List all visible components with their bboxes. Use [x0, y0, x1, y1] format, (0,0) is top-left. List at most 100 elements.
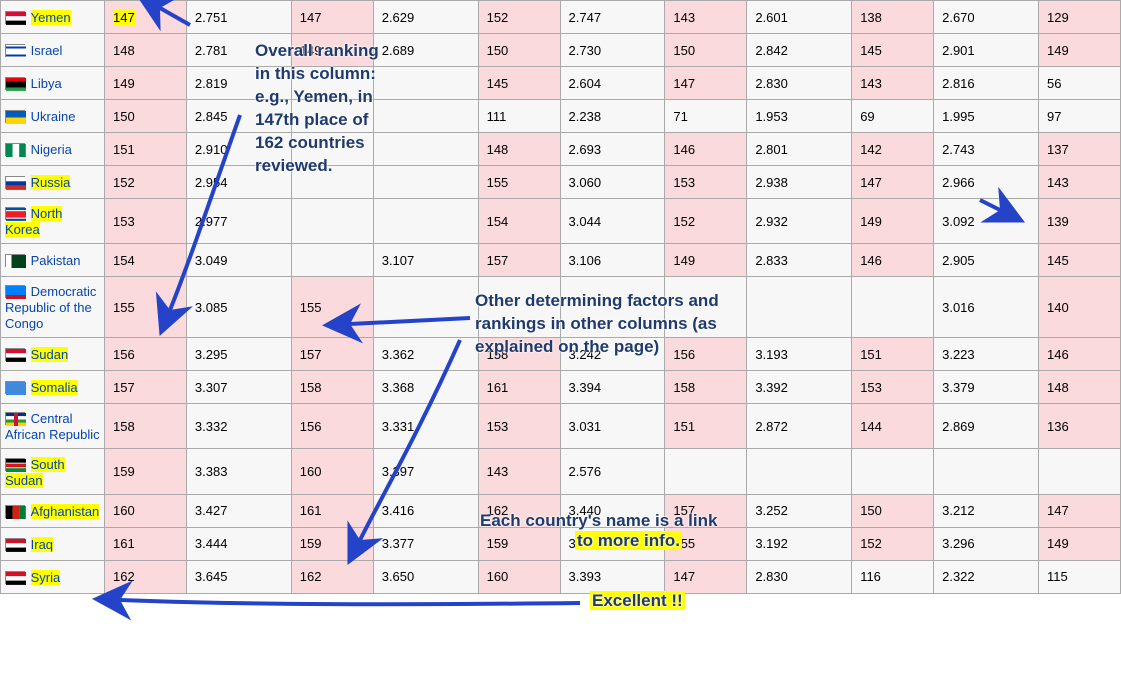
country-link[interactable]: Yemen — [31, 10, 71, 25]
country-cell: Yemen — [1, 1, 105, 34]
cell-value: 2.670 — [942, 10, 975, 25]
data-cell — [291, 166, 373, 199]
cell-value: 2.751 — [195, 10, 228, 25]
data-cell: 3.106 — [560, 244, 665, 277]
cell-value: 2.905 — [942, 253, 975, 268]
cell-value: 155 — [113, 300, 135, 315]
table-row: Central African Republic1583.3321563.331… — [1, 404, 1121, 449]
data-cell: 151 — [665, 404, 747, 449]
country-cell: South Sudan — [1, 449, 105, 494]
data-cell: 3.377 — [373, 527, 478, 560]
country-link[interactable]: Syria — [31, 570, 61, 585]
cell-value: 2.801 — [755, 142, 788, 157]
data-cell: 2.693 — [560, 133, 665, 166]
cell-value: 159 — [487, 536, 509, 551]
cell-value: 97 — [1047, 109, 1061, 124]
data-cell: 159 — [291, 527, 373, 560]
data-cell: 2.833 — [747, 244, 852, 277]
cell-value: 146 — [1047, 347, 1069, 362]
data-cell: 152 — [105, 166, 187, 199]
nigeria-flag-icon — [5, 143, 25, 156]
country-link[interactable]: Ukraine — [31, 109, 76, 124]
cell-value: 3.307 — [195, 380, 228, 395]
country-link[interactable]: Somalia — [31, 380, 78, 395]
cell-value: 136 — [1047, 419, 1069, 434]
country-link[interactable]: Libya — [31, 76, 62, 91]
data-cell: 147 — [852, 166, 934, 199]
data-cell: 157 — [105, 371, 187, 404]
data-cell: 2.238 — [560, 100, 665, 133]
cell-value: 149 — [860, 214, 882, 229]
data-cell: 2.938 — [747, 166, 852, 199]
cell-value: 2.604 — [569, 76, 602, 91]
cell-value: 3.331 — [382, 419, 415, 434]
country-link[interactable]: Afghanistan — [31, 504, 100, 519]
nkorea-flag-icon — [5, 207, 25, 220]
cell-value: 143 — [673, 10, 695, 25]
data-cell: 157 — [665, 494, 747, 527]
cell-value: 162 — [300, 569, 322, 584]
cell-value: 3.379 — [942, 380, 975, 395]
cell-value: 3.085 — [195, 300, 228, 315]
data-cell: 3.379 — [934, 371, 1039, 404]
data-cell: 162 — [478, 494, 560, 527]
yemen-flag-icon — [5, 11, 25, 24]
cell-value: 158 — [113, 419, 135, 434]
data-cell: 69 — [852, 100, 934, 133]
data-cell: 139 — [1038, 199, 1120, 244]
data-cell — [934, 449, 1039, 494]
iraq-flag-icon — [5, 538, 25, 551]
data-cell: 2.845 — [186, 100, 291, 133]
table-row: South Sudan1593.3831603.3971432.576 — [1, 449, 1121, 494]
cell-value: 3.362 — [382, 347, 415, 362]
cell-value: 147 — [1047, 503, 1069, 518]
data-cell — [373, 277, 478, 338]
country-cell: Afghanistan — [1, 494, 105, 527]
country-link[interactable]: Sudan — [31, 347, 69, 362]
country-link[interactable]: Israel — [31, 43, 63, 58]
cell-value: 2.730 — [569, 43, 602, 58]
data-cell: 140 — [1038, 277, 1120, 338]
data-cell: 3.392 — [747, 371, 852, 404]
libya-flag-icon — [5, 77, 25, 90]
country-cell: Somalia — [1, 371, 105, 404]
data-cell — [373, 100, 478, 133]
data-cell: 149 — [1038, 34, 1120, 67]
data-cell: 1.953 — [747, 100, 852, 133]
data-cell: 71 — [665, 100, 747, 133]
cell-value: 151 — [860, 347, 882, 362]
cell-value: 149 — [1047, 43, 1069, 58]
data-cell: 154 — [105, 244, 187, 277]
cell-value: 3.332 — [195, 419, 228, 434]
data-cell: 149 — [1038, 527, 1120, 560]
country-cell: Ukraine — [1, 100, 105, 133]
data-cell: 158 — [105, 404, 187, 449]
data-cell: 136 — [1038, 404, 1120, 449]
country-cell: Pakistan — [1, 244, 105, 277]
country-link[interactable]: Iraq — [31, 537, 53, 552]
cell-value: 2.747 — [569, 10, 602, 25]
cell-value: 159 — [300, 536, 322, 551]
car-flag-icon — [5, 412, 25, 425]
cell-value: 2.872 — [755, 419, 788, 434]
data-cell: 2.730 — [560, 34, 665, 67]
cell-value: 158 — [673, 380, 695, 395]
cell-value: 150 — [113, 109, 135, 124]
data-cell: 2.629 — [373, 1, 478, 34]
data-cell: 155 — [291, 277, 373, 338]
data-cell: 2.751 — [186, 1, 291, 34]
data-cell: 162 — [291, 560, 373, 593]
data-cell: 3.107 — [373, 244, 478, 277]
country-cell: Democratic Republic of the Congo — [1, 277, 105, 338]
data-cell — [478, 277, 560, 338]
country-link[interactable]: Pakistan — [31, 253, 81, 268]
data-cell: 158 — [478, 338, 560, 371]
country-link[interactable]: Nigeria — [31, 142, 72, 157]
data-cell: 145 — [852, 34, 934, 67]
cell-value: 3.383 — [195, 464, 228, 479]
cell-value: 2.781 — [195, 43, 228, 58]
country-link[interactable]: Russia — [31, 175, 71, 190]
data-cell: 143 — [1038, 166, 1120, 199]
data-cell — [665, 449, 747, 494]
cell-value: 143 — [487, 464, 509, 479]
